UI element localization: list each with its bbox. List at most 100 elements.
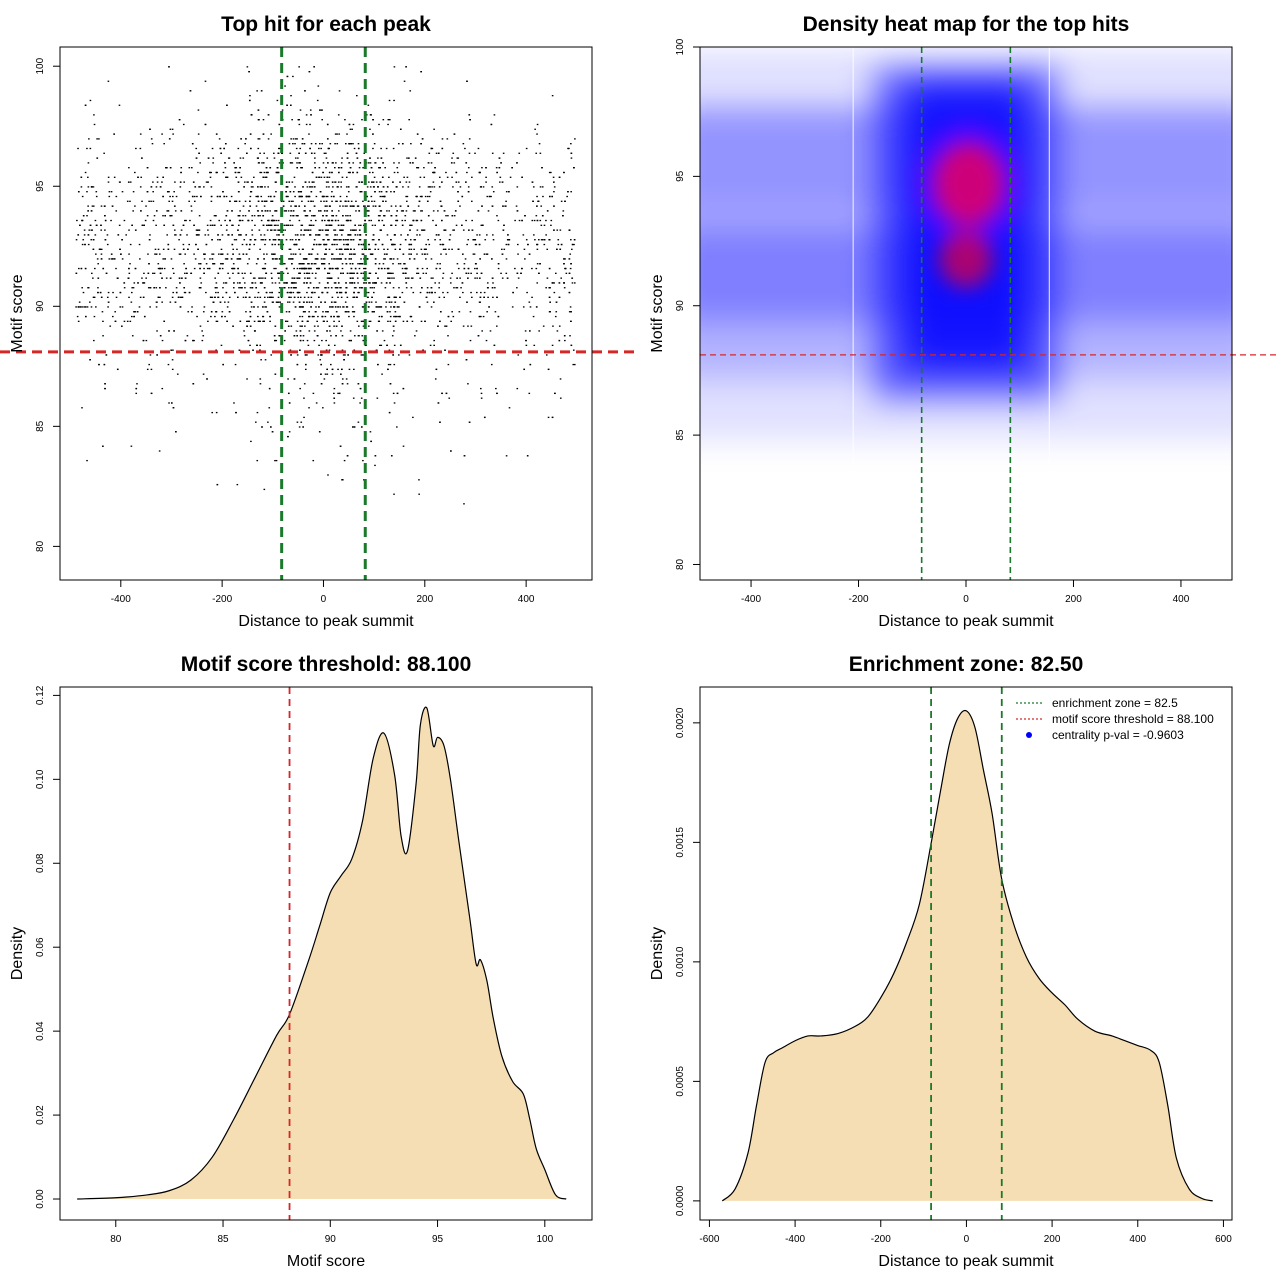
- data-point: [92, 248, 95, 250]
- data-point: [298, 306, 301, 308]
- data-point: [206, 267, 209, 270]
- data-point: [212, 157, 215, 159]
- data-point: [90, 210, 93, 212]
- data-point: [393, 191, 396, 193]
- data-point: [330, 277, 333, 279]
- data-point: [157, 263, 160, 265]
- data-point: [305, 258, 308, 260]
- data-point: [433, 186, 436, 188]
- data-point: [273, 229, 276, 231]
- data-point: [243, 282, 246, 284]
- data-point: [359, 402, 361, 404]
- data-point: [340, 224, 343, 226]
- data-point: [283, 263, 286, 265]
- data-point: [265, 306, 268, 308]
- data-point: [344, 119, 346, 121]
- data-point: [253, 176, 255, 178]
- data-point: [123, 282, 126, 284]
- data-point: [208, 267, 211, 270]
- data-point: [328, 248, 331, 250]
- data-point: [334, 133, 337, 135]
- data-point: [394, 248, 397, 250]
- data-point: [251, 215, 254, 217]
- data-point: [290, 258, 292, 260]
- data-point: [383, 267, 386, 270]
- data-point: [294, 143, 296, 145]
- data-point: [462, 143, 465, 145]
- data-point: [291, 162, 294, 164]
- scatter-points: [75, 66, 576, 505]
- data-point: [242, 205, 245, 207]
- data-point: [161, 181, 163, 183]
- data-point: [467, 383, 469, 385]
- data-point: [559, 229, 562, 231]
- data-point: [113, 133, 115, 135]
- data-point: [311, 263, 313, 265]
- data-point: [161, 339, 164, 342]
- data-point: [145, 277, 147, 279]
- data-point: [290, 200, 293, 202]
- data-point: [311, 215, 313, 217]
- data-point: [132, 287, 135, 289]
- data-point: [371, 296, 373, 298]
- data-point: [114, 320, 117, 323]
- data-point: [326, 176, 329, 178]
- data-point: [103, 363, 106, 366]
- data-point: [294, 253, 297, 255]
- data-point: [351, 263, 354, 265]
- data-point: [342, 306, 345, 308]
- data-point: [349, 263, 351, 265]
- data-point: [317, 325, 319, 327]
- data-point: [256, 344, 258, 347]
- data-point: [155, 224, 157, 226]
- data-point: [425, 243, 427, 246]
- data-point: [180, 167, 183, 169]
- data-point: [370, 301, 373, 303]
- data-point: [226, 210, 229, 212]
- data-point: [354, 234, 357, 236]
- data-point: [263, 301, 266, 303]
- data-point: [492, 234, 494, 236]
- data-point: [299, 387, 301, 390]
- x-tick-label: 0: [963, 594, 969, 605]
- data-point: [289, 191, 292, 193]
- data-point: [291, 258, 294, 260]
- data-point: [203, 258, 206, 260]
- data-point: [217, 272, 220, 274]
- data-point: [268, 407, 271, 409]
- data-point: [190, 311, 193, 313]
- data-point: [357, 383, 360, 385]
- data-point: [213, 224, 216, 226]
- data-point: [249, 272, 252, 274]
- data-point: [217, 291, 219, 294]
- data-point: [255, 287, 258, 289]
- data-point: [341, 383, 344, 385]
- data-point: [85, 315, 87, 318]
- data-point: [399, 315, 401, 318]
- data-point: [550, 224, 552, 226]
- data-point: [169, 215, 172, 217]
- data-point: [367, 306, 370, 308]
- chart-title: Density heat map for the top hits: [803, 13, 1130, 36]
- data-point: [369, 114, 372, 116]
- data-point: [557, 243, 560, 246]
- data-point: [308, 71, 311, 73]
- data-point: [548, 171, 551, 174]
- data-point: [428, 195, 431, 198]
- data-point: [352, 123, 355, 126]
- data-point: [492, 282, 494, 284]
- data-point: [339, 445, 342, 447]
- data-point: [538, 330, 540, 332]
- data-point: [139, 296, 142, 298]
- data-point: [222, 191, 224, 193]
- data-point: [539, 263, 541, 265]
- data-point: [317, 354, 320, 356]
- data-point: [238, 253, 241, 255]
- data-point: [121, 191, 124, 193]
- data-point: [265, 200, 268, 202]
- data-point: [321, 219, 324, 222]
- data-point: [311, 291, 314, 294]
- data-point: [245, 243, 248, 246]
- data-point: [318, 147, 320, 150]
- data-point: [258, 138, 261, 140]
